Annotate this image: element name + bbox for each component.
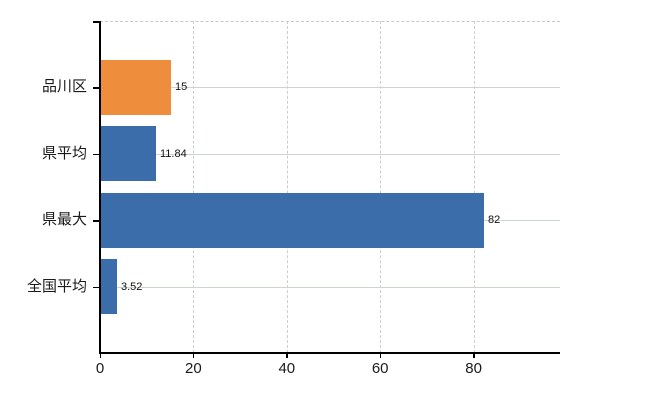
- x-tick-label: 80: [465, 360, 482, 377]
- vertical-gridline: [193, 21, 195, 353]
- x-axis: [99, 352, 560, 354]
- horizontal-gridline: [101, 87, 560, 89]
- y-axis-tick: [93, 220, 99, 222]
- y-axis-tick: [93, 87, 99, 89]
- bar-全国平均: [101, 259, 117, 315]
- bar-県平均: [101, 126, 156, 182]
- horizontal-gridline: [101, 153, 560, 155]
- value-label: 11.84: [160, 147, 187, 160]
- y-axis-tick: [93, 153, 99, 156]
- plot-top-border: [100, 21, 560, 22]
- x-axis-tick: [473, 353, 475, 358]
- category-label-品川区: 品川区: [41, 78, 87, 96]
- x-tick-label: 40: [278, 360, 296, 377]
- value-label: 3.52: [121, 280, 143, 293]
- category-label-県最大: 県最大: [41, 211, 87, 229]
- value-label: 82: [488, 214, 501, 227]
- vertical-gridline: [286, 21, 288, 353]
- y-axis: [99, 21, 101, 353]
- x-axis-tick: [379, 353, 382, 358]
- category-label-全国平均: 全国平均: [26, 277, 87, 295]
- horizontal-gridline: [101, 286, 560, 288]
- bar-県最大: [101, 192, 484, 248]
- vertical-gridline: [380, 21, 382, 353]
- x-axis-tick: [99, 353, 101, 358]
- bar-品川区: [101, 59, 171, 115]
- x-axis-tick: [192, 353, 195, 358]
- x-tick-label: 60: [371, 360, 389, 377]
- value-label: 15: [175, 81, 188, 94]
- y-axis-tick: [93, 286, 99, 289]
- vertical-gridline: [473, 21, 475, 353]
- category-label-県平均: 県平均: [41, 144, 87, 162]
- y-axis-top-tick: [93, 21, 99, 23]
- x-tick-label: 0: [95, 360, 105, 377]
- x-tick-label: 20: [185, 360, 202, 377]
- x-axis-tick: [286, 353, 288, 358]
